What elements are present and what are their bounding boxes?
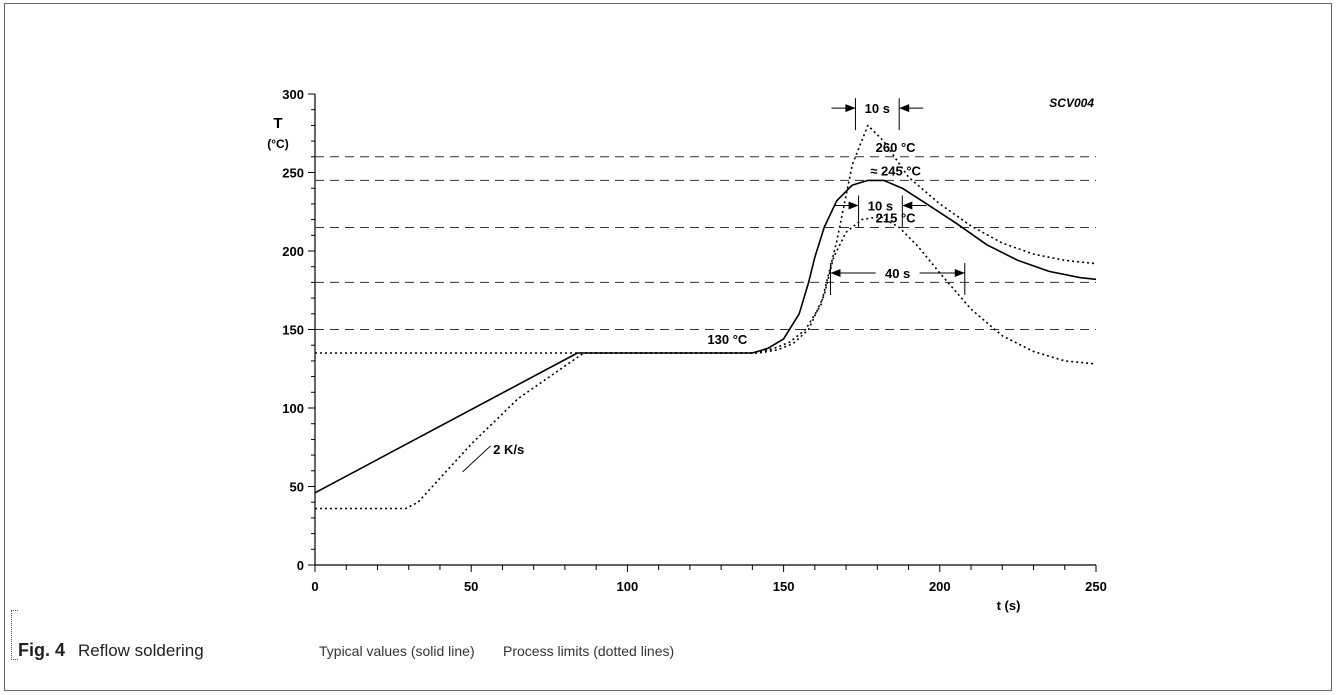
duration-label: 10 s [865, 101, 890, 116]
x-tick-label: 150 [773, 579, 795, 594]
label-background [875, 262, 920, 281]
duration-label: 10 s [868, 198, 893, 213]
x-tick-label: 50 [464, 579, 478, 594]
reference-line-label: 215 °C [876, 210, 917, 225]
duration-label: 40 s [885, 266, 910, 281]
arrowhead [899, 104, 910, 113]
x-tick-label: 250 [1085, 579, 1107, 594]
y-axis-unit-label: (°C) [267, 137, 288, 151]
annotation-label: 2 K/s [493, 442, 524, 457]
y-tick-label: 50 [290, 480, 304, 495]
figure-frame [4, 3, 1332, 691]
y-tick-label: 0 [297, 558, 304, 573]
y-tick-label: 250 [282, 166, 304, 181]
typical-profile-line [314, 179, 1097, 494]
arrowhead [830, 268, 841, 277]
annotation-label: 130 °C [707, 332, 748, 347]
x-tick-label: 0 [311, 579, 318, 594]
y-tick-label: 150 [282, 323, 304, 338]
reference-line-label: 260 °C [876, 140, 917, 155]
y-tick-label: 200 [282, 244, 304, 259]
y-tick-label: 300 [282, 87, 304, 102]
arrowhead [845, 104, 856, 113]
arrowhead [848, 201, 859, 210]
legend-note-solid: Typical values (solid line) [319, 643, 475, 659]
label-background [857, 98, 898, 117]
figure-number: Fig. 4 [18, 640, 66, 660]
figure-title: Reflow soldering [78, 641, 204, 660]
x-tick-label: 200 [929, 579, 951, 594]
reference-line-label: ≈ 245 °C [870, 163, 921, 178]
x-tick-label: 100 [617, 579, 639, 594]
legend-note-dotted: Process limits (dotted lines) [503, 643, 675, 659]
process-limit-line-2 [315, 215, 1097, 365]
y-axis-label: T [273, 115, 282, 132]
x-axis-label: t (s) [997, 598, 1021, 613]
figure-id-label: SCV004 [1049, 96, 1094, 110]
arrowhead [902, 201, 913, 210]
slope-leader-line [462, 445, 492, 473]
caption-bracket [11, 610, 18, 660]
arrowhead [954, 268, 965, 277]
process-limit-line-1 [315, 124, 1097, 510]
label-background [860, 195, 901, 214]
y-tick-label: 100 [282, 401, 304, 416]
